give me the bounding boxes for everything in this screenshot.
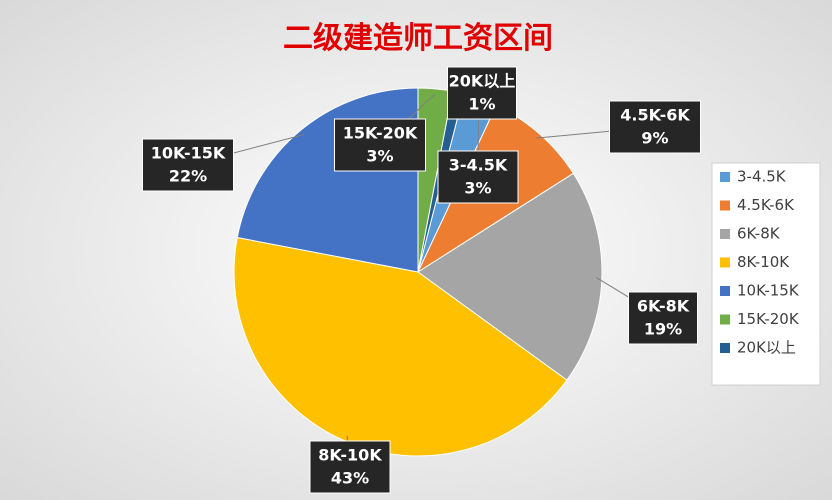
legend-swatch: [720, 314, 730, 325]
legend-swatch: [720, 286, 730, 296]
data-label-box: [334, 118, 426, 172]
data-label-value: 3%: [366, 147, 393, 166]
data-label-box: [609, 100, 701, 154]
data-label-value: 1%: [468, 95, 495, 114]
legend-label: 8K-10K: [737, 253, 790, 271]
legend-swatch: [720, 172, 730, 182]
data-label-name: 6K-8K: [637, 297, 690, 316]
chart-title: 二级建造师工资区间: [283, 21, 553, 56]
data-label-value: 22%: [169, 167, 207, 186]
legend-label: 4.5K-6K: [737, 196, 795, 214]
legend-label: 10K-15K: [737, 282, 800, 300]
data-label-box: [628, 291, 698, 345]
data-label-box: [437, 150, 519, 204]
data-label-name: 8K-10K: [318, 446, 382, 465]
legend-label: 15K-20K: [737, 310, 800, 328]
pie-slice: [417, 172, 603, 381]
data-label-box: [447, 66, 517, 120]
data-label-name: 4.5K-6K: [620, 106, 690, 125]
legend-label: 20K以上: [737, 339, 796, 357]
legend-swatch: [720, 229, 730, 239]
data-label-box: [309, 440, 391, 494]
legend-label: 3-4.5K: [737, 168, 787, 186]
data-label-name: 3-4.5K: [449, 156, 508, 175]
data-label-value: 19%: [644, 320, 682, 339]
data-label-value: 9%: [641, 129, 668, 148]
data-label-name: 20K以上: [449, 72, 516, 91]
legend-swatch: [720, 200, 730, 211]
data-label-name: 10K-15K: [151, 144, 226, 163]
data-label-box: [142, 138, 234, 192]
data-label-value: 43%: [331, 469, 369, 488]
legend-label: 6K-8K: [737, 225, 781, 243]
legend-swatch: [720, 257, 730, 268]
legend-swatch: [720, 343, 730, 353]
data-label-value: 3%: [464, 179, 491, 198]
data-label-name: 15K-20K: [343, 124, 418, 143]
